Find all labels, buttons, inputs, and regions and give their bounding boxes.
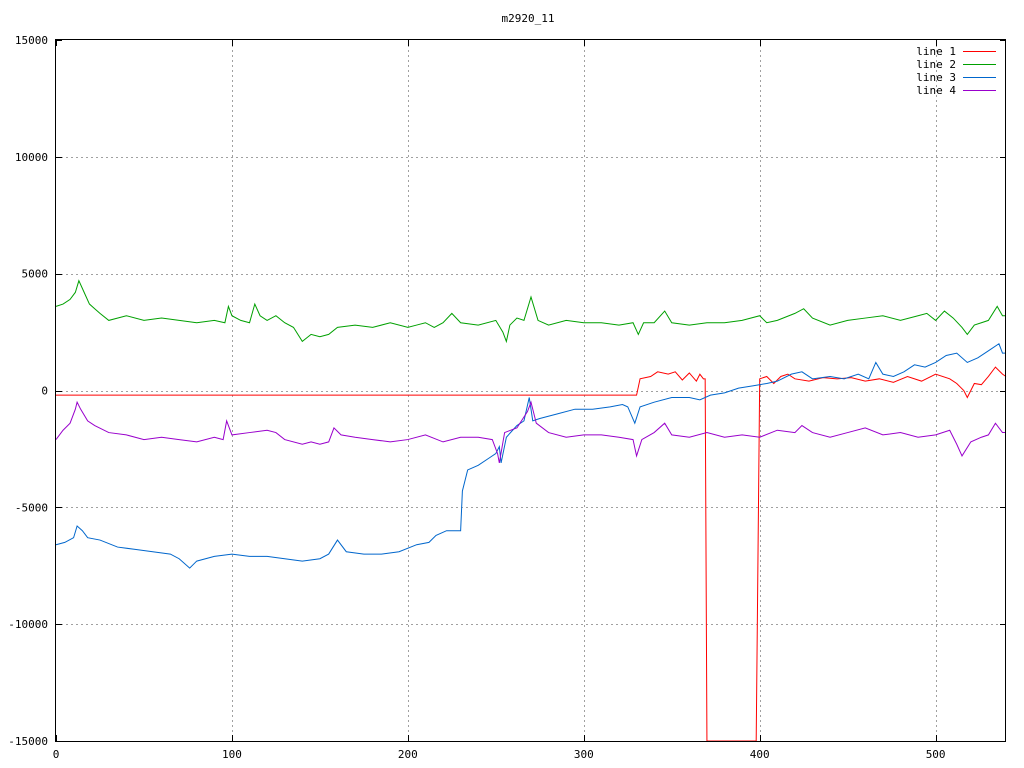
- y-tick-label: 0: [41, 385, 48, 398]
- series-group: [55, 279, 1007, 742]
- series-line-4: [55, 400, 1006, 464]
- y-tick-label: 15000: [15, 34, 48, 47]
- y-tick-label: -15000: [8, 735, 48, 748]
- x-tick-label: 500: [926, 748, 946, 761]
- chart-title: m2920_11: [502, 12, 555, 25]
- legend-label-3: line 3: [916, 71, 956, 84]
- x-tick-label: 400: [750, 748, 770, 761]
- series-line-3: [55, 343, 1006, 569]
- y-tick-label: 10000: [15, 151, 48, 164]
- x-tick-label: 0: [53, 748, 60, 761]
- legend-label-2: line 2: [916, 58, 956, 71]
- y-tick-label: 5000: [22, 268, 49, 281]
- y-tick-label: -10000: [8, 618, 48, 631]
- legend-label-4: line 4: [916, 84, 956, 97]
- y-tick-label: -5000: [15, 501, 48, 514]
- plot-frame: [55, 39, 1006, 742]
- grid: [56, 40, 1006, 741]
- x-tick-label: 300: [574, 748, 594, 761]
- x-tick-label: 100: [222, 748, 242, 761]
- series-line-1: [56, 366, 1007, 742]
- axis-ticks: 0 100 200 300 400 500 -15000 -10000 -5000 0 5000 10…: [8, 34, 1006, 761]
- x-tick-label: 200: [398, 748, 418, 761]
- series-line-2: [55, 279, 1006, 344]
- legend-label-1: line 1: [916, 45, 956, 58]
